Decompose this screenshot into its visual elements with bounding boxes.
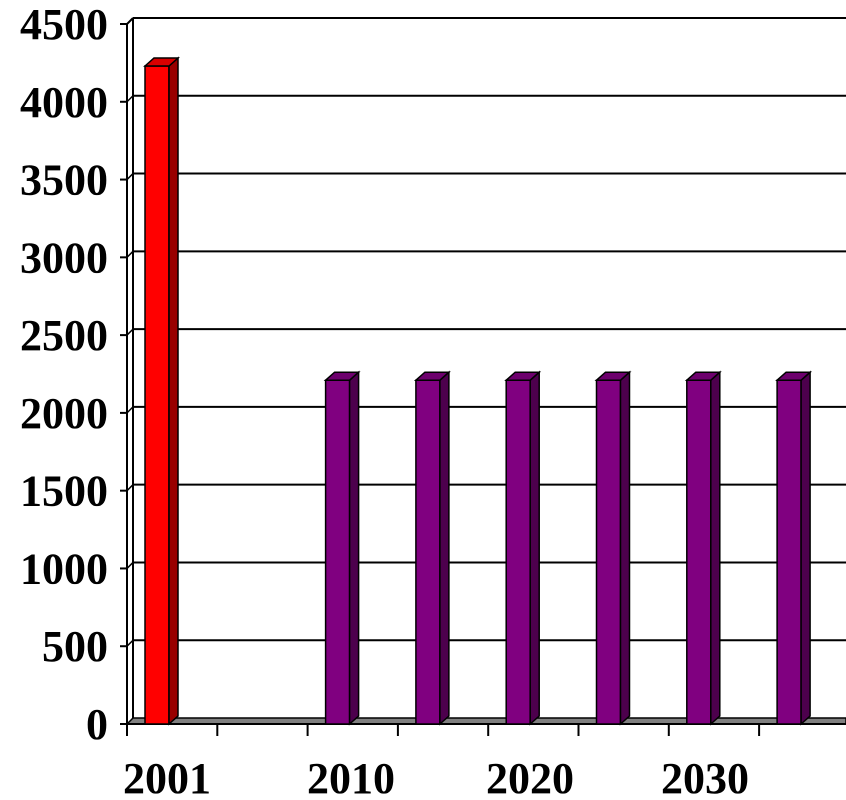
bar-front xyxy=(776,379,802,725)
x-tick-labels: 2001 2010 2020 2030 xyxy=(123,754,749,800)
bar-front xyxy=(505,379,531,725)
y-tick-label: 500 xyxy=(42,622,108,671)
y-tick-label: 1000 xyxy=(20,544,108,593)
axes xyxy=(120,17,846,736)
bar-top xyxy=(594,371,632,381)
bar xyxy=(504,370,542,726)
bar-side xyxy=(529,370,540,726)
x-tick-label: 2010 xyxy=(307,754,395,800)
bar-top xyxy=(775,371,813,381)
y-tick-labels: 0 500 1000 1500 2000 2500 3000 3500 4000 4500 xyxy=(20,0,108,749)
bar xyxy=(684,370,722,726)
y-tick-label: 3500 xyxy=(20,156,108,205)
bar xyxy=(594,370,632,726)
bar-side xyxy=(348,370,360,726)
x-tick-label: 2020 xyxy=(486,754,574,800)
x-tick-label: 2001 xyxy=(123,754,211,800)
y-tick-label: 2000 xyxy=(20,389,108,438)
bar-front xyxy=(595,379,622,725)
bar xyxy=(413,370,451,726)
x-tick-label: 2030 xyxy=(661,754,749,800)
y-tick-label: 4000 xyxy=(20,78,108,127)
bar-front xyxy=(686,379,712,725)
bar xyxy=(323,370,361,726)
y-tick-label: 0 xyxy=(86,700,108,749)
y-tick-label: 1500 xyxy=(20,467,108,516)
axis-top-connector xyxy=(126,17,134,25)
bar-front xyxy=(415,379,441,725)
bar-top xyxy=(504,371,542,381)
bar-side xyxy=(168,56,179,726)
bar-side xyxy=(710,370,721,726)
bar xyxy=(775,370,813,726)
bar-side xyxy=(619,370,631,726)
bar-side xyxy=(439,370,450,726)
bar-front xyxy=(144,65,170,725)
bar-front xyxy=(324,379,351,725)
bar-top xyxy=(323,371,361,381)
bars xyxy=(143,56,813,726)
bar-top xyxy=(684,371,722,381)
gridlines xyxy=(126,17,846,647)
bar-top xyxy=(143,57,180,67)
y-tick-label: 4500 xyxy=(20,0,108,49)
bar-side xyxy=(800,370,811,726)
y-tick-label: 3000 xyxy=(20,233,108,282)
bar xyxy=(143,56,180,726)
bar-top xyxy=(413,371,451,381)
y-tick-label: 2500 xyxy=(20,311,108,360)
